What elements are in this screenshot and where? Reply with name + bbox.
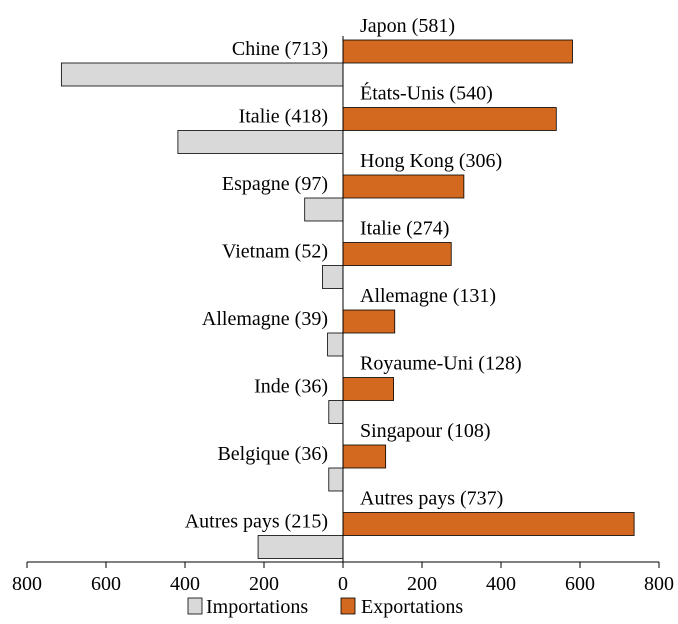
- x-tick-label: 800: [12, 573, 42, 595]
- export-label: Allemagne (131): [360, 285, 496, 307]
- export-bar: [342, 107, 557, 131]
- export-label: Japon (581): [360, 15, 455, 37]
- legend: Importations Exportations: [187, 596, 463, 618]
- x-tick-label: 600: [91, 573, 121, 595]
- export-label: Italie (274): [360, 218, 449, 240]
- category-labels-layer: Japon (581) Chine (713) États-Unis (540) It…: [185, 15, 522, 533]
- export-label: Singapour (108): [360, 420, 491, 442]
- import-label: Espagne (97): [222, 173, 328, 195]
- legend-swatch-exportations: [340, 597, 356, 615]
- import-label: Inde (36): [254, 376, 328, 398]
- import-bar: [322, 265, 344, 289]
- export-bar: [342, 242, 452, 266]
- import-bar: [304, 197, 344, 222]
- legend-label-exportations: Exportations: [361, 596, 463, 618]
- export-bar: [342, 39, 573, 64]
- import-label: Chine (713): [232, 38, 328, 60]
- legend-swatch-importations: [187, 597, 203, 615]
- x-axis: 800 600 400 200 0 200 400 600 800: [12, 36, 674, 595]
- import-bar: [257, 535, 344, 559]
- export-label: Autres pays (737): [360, 488, 503, 510]
- import-bar: [177, 130, 344, 154]
- import-label: Italie (418): [239, 106, 328, 128]
- x-tick-label: 200: [249, 573, 279, 595]
- x-tick-label: 400: [486, 573, 516, 595]
- x-tick-label: 800: [644, 573, 674, 595]
- export-label: Hong Kong (306): [360, 150, 502, 172]
- import-bar: [60, 62, 344, 87]
- export-bar: [342, 377, 394, 401]
- import-label: Allemagne (39): [202, 308, 328, 330]
- x-tick-label: 600: [565, 573, 595, 595]
- import-bar: [328, 467, 344, 492]
- import-label: Autres pays (215): [185, 511, 328, 533]
- export-bar: [342, 512, 635, 536]
- export-label: États-Unis (540): [360, 82, 493, 105]
- x-tick-label: 0: [338, 573, 348, 595]
- x-tick-label: 400: [170, 573, 200, 595]
- export-label: Royaume-Uni (128): [360, 353, 522, 375]
- import-label: Vietnam (52): [222, 241, 328, 263]
- legend-label-importations: Importations: [206, 596, 308, 618]
- export-bar: [342, 174, 465, 199]
- export-bar: [342, 444, 387, 469]
- export-bar: [342, 309, 396, 334]
- import-label: Belgique (36): [217, 443, 328, 465]
- bars-layer: [60, 39, 635, 559]
- import-bar: [328, 400, 344, 424]
- x-tick-label: 200: [407, 573, 437, 595]
- import-bar: [327, 332, 344, 357]
